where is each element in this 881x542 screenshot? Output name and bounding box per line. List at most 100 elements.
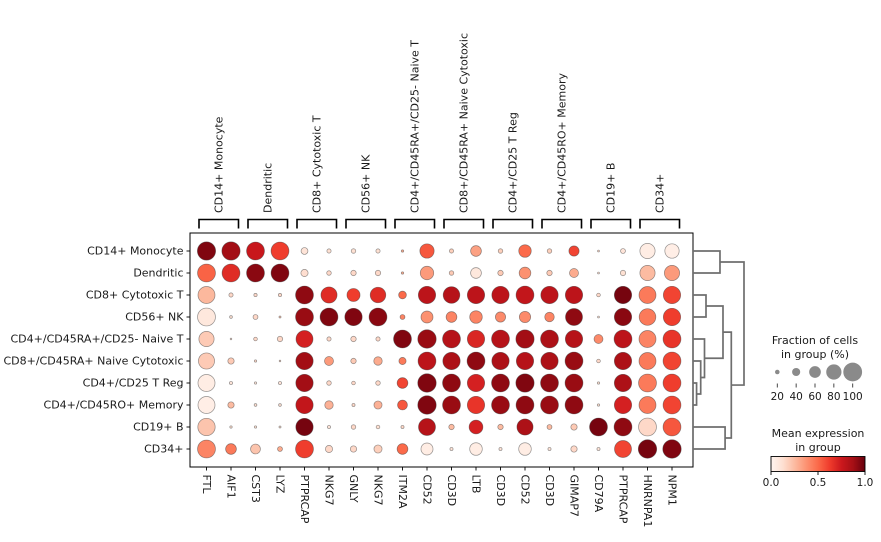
expression-dot bbox=[596, 381, 601, 385]
expression-dot bbox=[565, 308, 583, 326]
expression-dot bbox=[613, 351, 633, 371]
plot-frame bbox=[189, 232, 694, 468]
expression-dot bbox=[449, 447, 454, 451]
size-legend-dot bbox=[826, 364, 842, 380]
expression-dot bbox=[613, 285, 633, 305]
expression-dot bbox=[253, 292, 258, 298]
expression-dot bbox=[596, 447, 601, 451]
column-group-label: CD8+ Cytotoxic T bbox=[310, 115, 323, 213]
expression-dot bbox=[326, 380, 332, 386]
expression-dot bbox=[420, 442, 434, 456]
expression-dot bbox=[326, 248, 332, 254]
expression-dot bbox=[197, 241, 216, 261]
expression-dot bbox=[278, 381, 282, 385]
gene-label: CD79A bbox=[592, 475, 605, 513]
expression-dot bbox=[326, 336, 332, 342]
expression-dot bbox=[540, 351, 559, 371]
expression-dot bbox=[568, 245, 580, 257]
expression-dot bbox=[368, 307, 388, 327]
size-legend-dot bbox=[809, 366, 821, 378]
expression-dot bbox=[564, 329, 584, 349]
expression-dot bbox=[570, 445, 578, 453]
expression-dot bbox=[515, 285, 535, 305]
expression-dot bbox=[468, 419, 484, 435]
expression-dot bbox=[515, 351, 535, 371]
expression-dot bbox=[227, 357, 235, 365]
expression-dot bbox=[278, 425, 282, 429]
expression-dot bbox=[295, 285, 314, 305]
expression-dot bbox=[229, 315, 233, 319]
gene-label: HNRNPA1 bbox=[641, 475, 654, 528]
expression-dot bbox=[570, 423, 578, 431]
column-group-label: CD4+/CD45RA+/CD25- Naive T bbox=[408, 40, 421, 213]
expression-dot bbox=[270, 241, 290, 261]
expression-dot bbox=[229, 425, 233, 429]
column-group-label: CD14+ Monocyte bbox=[212, 116, 225, 213]
colorbar-title: Mean expression bbox=[772, 427, 865, 440]
expression-dot bbox=[344, 307, 363, 327]
expression-dot bbox=[518, 244, 532, 258]
expression-dot bbox=[324, 400, 334, 410]
expression-dot bbox=[638, 352, 657, 370]
expression-dot bbox=[324, 356, 334, 366]
expression-dot bbox=[350, 424, 357, 430]
expression-dot bbox=[515, 329, 535, 349]
expression-dot bbox=[564, 285, 584, 305]
expression-dot bbox=[398, 357, 407, 365]
expression-dot bbox=[300, 247, 309, 255]
expression-dot bbox=[253, 336, 258, 342]
expression-dot bbox=[420, 310, 434, 324]
expression-dot bbox=[197, 286, 216, 304]
expression-dot bbox=[253, 381, 258, 385]
expression-dot bbox=[491, 351, 510, 371]
size-legend-tick-label: 20 bbox=[771, 391, 784, 403]
colorbar-gradient bbox=[770, 456, 866, 472]
column-group-bracket bbox=[639, 218, 681, 229]
expression-dot bbox=[638, 330, 657, 348]
row-label: Dendritic bbox=[133, 267, 183, 280]
expression-dot bbox=[639, 265, 656, 281]
expression-dot bbox=[593, 334, 604, 344]
expression-dot bbox=[397, 399, 408, 411]
expression-dot bbox=[319, 307, 339, 327]
expression-dot bbox=[375, 424, 381, 430]
gene-label: FTL bbox=[200, 475, 213, 495]
expression-dot bbox=[564, 373, 584, 393]
expression-dot bbox=[350, 248, 357, 254]
expression-dot bbox=[270, 263, 290, 283]
expression-dot bbox=[400, 425, 405, 429]
colorbar-tick-label: 0.5 bbox=[810, 477, 827, 489]
expression-dot bbox=[350, 357, 357, 365]
expression-dot bbox=[327, 425, 331, 429]
expression-dot bbox=[326, 270, 332, 276]
column-group-bracket bbox=[492, 218, 534, 229]
expression-dot bbox=[375, 248, 381, 254]
expression-dot bbox=[228, 292, 234, 298]
expression-dot bbox=[491, 285, 510, 305]
expression-dot bbox=[346, 288, 361, 302]
expression-dot bbox=[596, 292, 601, 298]
gene-label: GNLY bbox=[347, 475, 360, 503]
expression-dot bbox=[662, 307, 682, 327]
expression-dot bbox=[252, 314, 259, 320]
colorbar-tick-label: 0.0 bbox=[763, 477, 780, 489]
column-group-label: CD19+ B bbox=[604, 163, 617, 213]
expression-dot bbox=[497, 269, 504, 277]
expression-dot bbox=[417, 373, 437, 393]
size-legend-tick-label: 100 bbox=[843, 391, 863, 403]
expression-dot bbox=[278, 403, 282, 407]
expression-dot bbox=[442, 351, 461, 371]
row-label: CD19+ B bbox=[133, 421, 183, 434]
expression-dot bbox=[197, 417, 216, 437]
size-legend-tick-label: 40 bbox=[789, 391, 802, 403]
expression-dot bbox=[246, 241, 265, 261]
expression-dot bbox=[393, 329, 412, 349]
expression-dot bbox=[253, 403, 258, 407]
expression-dot bbox=[442, 286, 461, 304]
expression-dot bbox=[518, 266, 532, 280]
size-legend-title: Fraction of cells bbox=[772, 334, 858, 347]
colorbar-tick-label: 1.0 bbox=[857, 477, 874, 489]
expression-dot bbox=[419, 243, 435, 259]
expression-dot bbox=[497, 248, 504, 254]
colorbar-title: in group bbox=[795, 441, 840, 454]
